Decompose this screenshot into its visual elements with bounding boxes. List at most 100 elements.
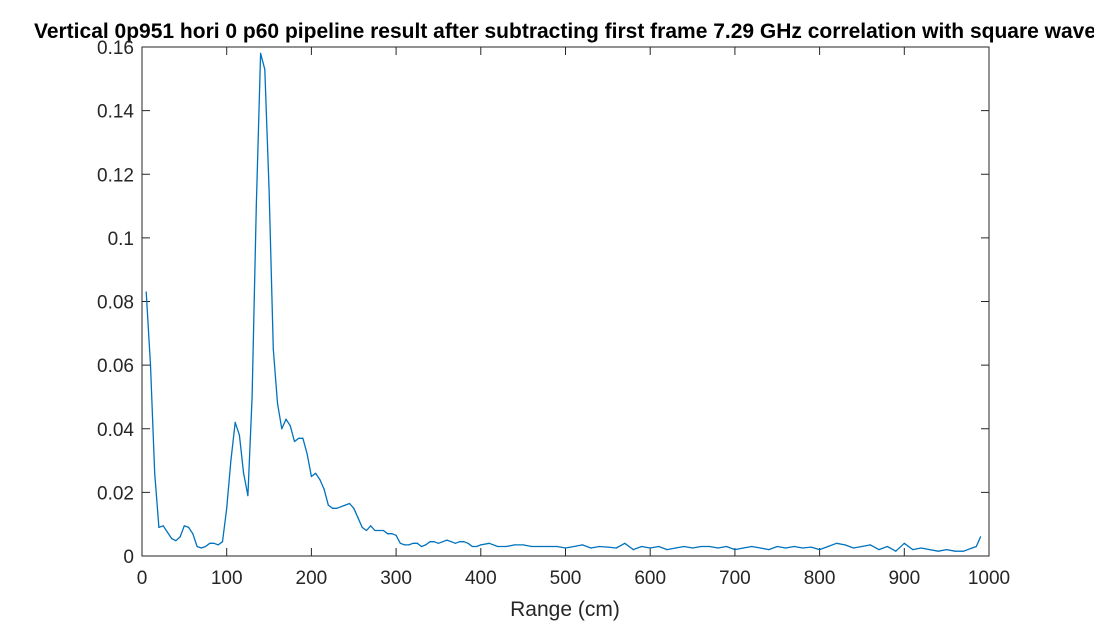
data-point bbox=[336, 507, 338, 509]
data-point bbox=[247, 495, 249, 497]
data-point bbox=[819, 549, 821, 551]
data-point bbox=[154, 472, 156, 474]
data-point bbox=[624, 542, 626, 544]
data-point bbox=[450, 541, 452, 543]
data-point bbox=[446, 539, 448, 541]
data-point bbox=[399, 542, 401, 544]
data-point bbox=[844, 544, 846, 546]
data-point bbox=[531, 545, 533, 548]
data-point bbox=[975, 545, 977, 548]
data-point bbox=[810, 546, 812, 548]
data-point bbox=[149, 364, 152, 366]
data-point bbox=[196, 545, 198, 548]
data-point bbox=[433, 541, 435, 543]
data-point bbox=[615, 547, 617, 549]
data-point bbox=[717, 547, 719, 549]
data-point bbox=[878, 549, 880, 551]
data-point bbox=[310, 475, 312, 478]
plot-area bbox=[141, 46, 990, 557]
data-point bbox=[454, 542, 456, 544]
data-point bbox=[370, 525, 372, 527]
data-point bbox=[666, 549, 668, 551]
data-point bbox=[251, 396, 253, 398]
data-point bbox=[425, 544, 427, 546]
y-tick-label: 0.16 bbox=[97, 38, 134, 59]
x-tick-label: 100 bbox=[211, 568, 243, 589]
data-point bbox=[260, 52, 262, 55]
data-point bbox=[649, 547, 651, 549]
data-point bbox=[272, 348, 274, 350]
chart-title: Vertical 0p951 hori 0 p60 pipeline resul… bbox=[34, 20, 1094, 43]
series-line bbox=[145, 52, 982, 552]
data-point bbox=[323, 488, 325, 490]
data-point bbox=[234, 421, 236, 423]
data-point bbox=[306, 453, 308, 455]
data-point bbox=[192, 533, 194, 535]
data-point bbox=[937, 550, 939, 552]
data-point bbox=[281, 428, 283, 430]
x-tick-label: 800 bbox=[804, 568, 836, 589]
data-point bbox=[581, 544, 584, 546]
data-point bbox=[734, 549, 736, 551]
data-point bbox=[221, 541, 224, 543]
data-point bbox=[365, 529, 368, 532]
x-tick-labels: 0 100 200 300 400 500 600 700 800 900 1000 bbox=[137, 568, 1010, 589]
data-point bbox=[213, 542, 215, 544]
data-point bbox=[268, 189, 270, 191]
data-point bbox=[785, 547, 787, 549]
data-point bbox=[632, 549, 634, 551]
data-point bbox=[387, 533, 389, 535]
data-point bbox=[607, 546, 609, 548]
data-point bbox=[162, 525, 164, 527]
data-point bbox=[556, 545, 558, 548]
y-tick-label: 0.14 bbox=[97, 102, 134, 123]
data-point bbox=[145, 291, 147, 293]
data-point bbox=[255, 205, 257, 207]
data-point bbox=[768, 549, 770, 551]
data-point bbox=[226, 507, 228, 509]
x-axis-label: Range (cm) bbox=[510, 598, 620, 621]
data-point bbox=[416, 542, 418, 544]
data-points bbox=[145, 52, 982, 552]
data-point bbox=[793, 545, 795, 548]
data-point bbox=[204, 545, 207, 548]
data-point bbox=[344, 504, 346, 506]
data-point bbox=[348, 502, 351, 505]
data-point bbox=[946, 549, 948, 551]
data-point bbox=[183, 525, 185, 527]
data-point bbox=[725, 545, 728, 548]
x-tick-label: 700 bbox=[719, 568, 751, 589]
data-point bbox=[298, 437, 300, 439]
data-point bbox=[179, 536, 181, 538]
data-point bbox=[954, 550, 956, 552]
data-point bbox=[408, 544, 410, 546]
data-point bbox=[539, 545, 541, 548]
x-tick-label: 400 bbox=[465, 568, 497, 589]
data-point bbox=[471, 545, 473, 548]
data-point bbox=[852, 547, 855, 549]
data-point bbox=[564, 547, 567, 549]
data-point bbox=[319, 479, 321, 481]
data-point bbox=[480, 544, 482, 546]
data-point bbox=[412, 542, 414, 544]
x-tick-label: 900 bbox=[888, 568, 920, 589]
data-point bbox=[171, 537, 173, 540]
data-point bbox=[522, 544, 524, 546]
data-point bbox=[963, 550, 965, 552]
data-point bbox=[912, 549, 914, 551]
data-point bbox=[573, 545, 575, 548]
data-point bbox=[476, 545, 478, 548]
data-point bbox=[276, 402, 279, 404]
data-point bbox=[395, 534, 397, 536]
data-point bbox=[590, 547, 592, 549]
data-point bbox=[903, 542, 905, 544]
data-point bbox=[289, 425, 291, 427]
data-point bbox=[497, 545, 499, 548]
data-point bbox=[158, 526, 160, 529]
y-tick-label: 0.1 bbox=[108, 229, 134, 250]
y-tick-label: 0.06 bbox=[97, 356, 134, 377]
data-point bbox=[920, 547, 922, 549]
data-point bbox=[442, 541, 444, 543]
y-tick-label: 0.12 bbox=[97, 165, 134, 186]
data-point bbox=[683, 545, 685, 548]
